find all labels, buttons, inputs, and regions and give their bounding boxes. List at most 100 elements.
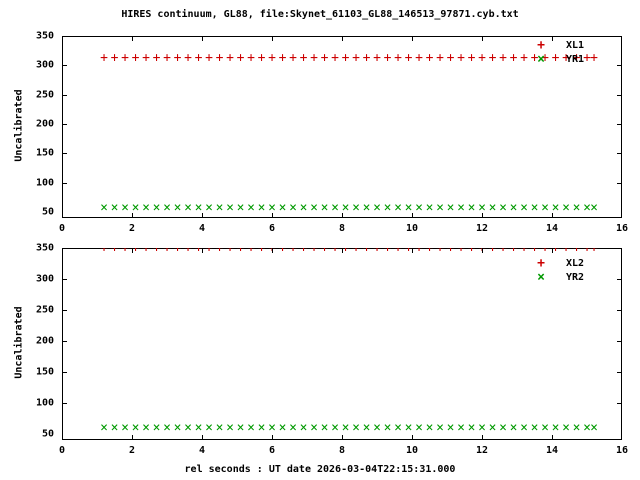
legend-item-xl2: XL2 + bbox=[468, 256, 618, 272]
x-tick-label: 6 bbox=[268, 445, 276, 456]
y-tick-mark bbox=[617, 309, 622, 311]
legend-marker-icon: × bbox=[537, 52, 545, 67]
y-tick-mark bbox=[617, 124, 622, 126]
y-tick-label: 150 bbox=[35, 366, 54, 378]
y-tick-label: 150 bbox=[35, 147, 54, 159]
y-tick-mark bbox=[62, 94, 67, 96]
x-tick-mark bbox=[132, 248, 133, 253]
legend-item-yr1: YR1 × bbox=[468, 52, 618, 68]
x-tick-mark bbox=[552, 36, 553, 41]
y-tick-label: 50 bbox=[41, 428, 54, 440]
x-tick-label: 16 bbox=[615, 445, 629, 456]
x-tick-mark bbox=[342, 213, 343, 218]
y-tick-label: 200 bbox=[35, 118, 54, 130]
y-tick-label: 250 bbox=[35, 304, 54, 316]
legend-item-yr2: YR2 × bbox=[468, 270, 618, 286]
y-tick-mark bbox=[62, 182, 67, 184]
y-tick-mark bbox=[62, 402, 67, 404]
legend-label: XL2 bbox=[565, 258, 584, 269]
x-tick-label: 14 bbox=[545, 223, 559, 234]
y-tick-label: 100 bbox=[35, 177, 54, 189]
y-tick-label: 350 bbox=[35, 30, 54, 42]
x-tick-mark bbox=[202, 213, 203, 218]
x-tick-label: 8 bbox=[338, 223, 346, 234]
x-tick-mark bbox=[552, 213, 553, 218]
x-tick-label: 8 bbox=[338, 445, 346, 456]
y-tick-mark bbox=[62, 65, 67, 67]
x-tick-mark bbox=[132, 36, 133, 41]
legend-label: YR1 bbox=[565, 54, 584, 65]
x-tick-mark bbox=[482, 248, 483, 253]
x-tick-mark bbox=[412, 435, 413, 440]
y-tick-mark bbox=[62, 340, 67, 342]
plot-frame-top bbox=[62, 36, 622, 218]
y-tick-mark bbox=[617, 182, 622, 184]
y-tick-mark bbox=[617, 65, 622, 67]
y-tick-label: 100 bbox=[35, 397, 54, 409]
x-tick-mark bbox=[482, 213, 483, 218]
x-tick-label: 2 bbox=[128, 445, 136, 456]
page-title: HIRES continuum, GL88, file:Skynet_61103… bbox=[121, 9, 519, 20]
x-tick-mark bbox=[342, 435, 343, 440]
x-tick-label: 4 bbox=[198, 445, 206, 456]
y-tick-mark bbox=[62, 309, 67, 311]
y-axis-label-bottom: Uncalibrated bbox=[13, 306, 25, 379]
x-tick-mark bbox=[202, 36, 203, 41]
x-tick-mark bbox=[272, 248, 273, 253]
legend-marker-icon: × bbox=[537, 270, 545, 285]
x-tick-mark bbox=[272, 435, 273, 440]
x-tick-mark bbox=[342, 248, 343, 253]
x-tick-mark bbox=[132, 213, 133, 218]
x-tick-mark bbox=[412, 213, 413, 218]
legend-top: XL1 + YR1 × bbox=[468, 38, 618, 68]
x-tick-mark bbox=[482, 435, 483, 440]
y-tick-mark bbox=[617, 94, 622, 96]
y-tick-mark bbox=[62, 371, 67, 373]
chart-panel-bottom: + + + + + + + + + + + + + + + + + + + + + + + + + + + + + + + + + + + + + + + +… bbox=[62, 248, 622, 440]
x-tick-mark bbox=[552, 435, 553, 440]
legend-label: YR2 bbox=[565, 272, 584, 283]
x-tick-label: 10 bbox=[405, 223, 419, 234]
y-tick-label: 300 bbox=[35, 59, 54, 71]
x-tick-label: 2 bbox=[128, 223, 136, 234]
chart-panel-top: + + + + + + + + + + + + + + + + + + + + + + + + + + + + + + + + + + + + + + + +… bbox=[62, 36, 622, 218]
legend-marker-icon: + bbox=[537, 38, 545, 53]
y-tick-mark bbox=[617, 340, 622, 342]
x-tick-label: 6 bbox=[268, 223, 276, 234]
x-tick-label: 16 bbox=[615, 223, 629, 234]
y-tick-label: 200 bbox=[35, 335, 54, 347]
x-tick-label: 10 bbox=[405, 445, 419, 456]
legend-marker-icon: + bbox=[537, 256, 545, 271]
x-tick-mark bbox=[412, 248, 413, 253]
x-tick-mark bbox=[202, 435, 203, 440]
x-tick-mark bbox=[202, 248, 203, 253]
y-tick-label: 350 bbox=[35, 242, 54, 254]
y-tick-label: 50 bbox=[41, 206, 54, 218]
x-tick-label: 12 bbox=[475, 445, 489, 456]
x-tick-mark bbox=[552, 248, 553, 253]
x-axis-label: rel seconds : UT date 2026-03-04T22:15:3… bbox=[184, 464, 456, 475]
y-tick-label: 250 bbox=[35, 89, 54, 101]
y-tick-mark bbox=[617, 402, 622, 404]
y-tick-mark bbox=[62, 278, 67, 280]
y-tick-mark bbox=[62, 153, 67, 155]
x-tick-label: 14 bbox=[545, 445, 559, 456]
legend-bottom: XL2 + YR2 × bbox=[468, 256, 618, 286]
y-tick-label: 300 bbox=[35, 273, 54, 285]
y-axis-label-top: Uncalibrated bbox=[13, 89, 25, 162]
x-tick-mark bbox=[272, 36, 273, 41]
x-tick-mark bbox=[132, 435, 133, 440]
x-tick-mark bbox=[412, 36, 413, 41]
x-tick-label: 0 bbox=[58, 223, 66, 234]
x-tick-label: 12 bbox=[475, 223, 489, 234]
x-tick-mark bbox=[272, 213, 273, 218]
y-tick-mark bbox=[617, 153, 622, 155]
x-tick-mark bbox=[482, 36, 483, 41]
x-tick-label: 0 bbox=[58, 445, 66, 456]
x-tick-mark bbox=[342, 36, 343, 41]
y-tick-mark bbox=[617, 278, 622, 280]
legend-item-xl1: XL1 + bbox=[468, 38, 618, 54]
x-tick-label: 4 bbox=[198, 223, 206, 234]
plot-frame-bottom bbox=[62, 248, 622, 440]
